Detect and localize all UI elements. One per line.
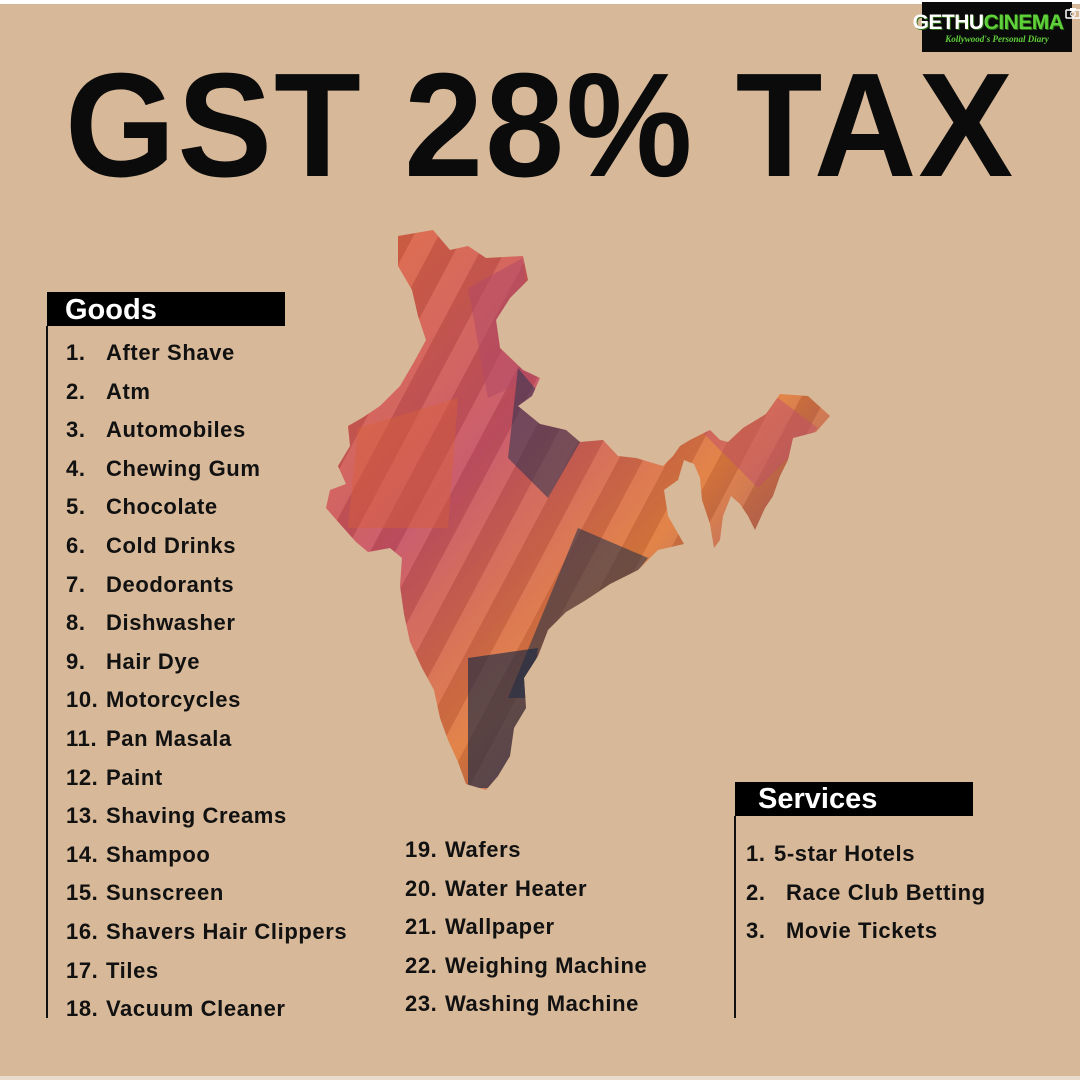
goods-list-col2: 19. Wafers 20. Water Heater 21. Wallpaper 2… [405, 831, 647, 1024]
list-item: 19. Wafers [405, 837, 522, 862]
page-title: GST 28% TAX [64, 43, 1016, 208]
gethucinema-logo: GETHUCINEMA Kollywood's Personal Diary [913, 2, 1080, 52]
list-item: 21. Wallpaper [405, 914, 555, 940]
services-divider [734, 816, 736, 1018]
list-item: 15. Sunscreen [66, 880, 224, 906]
list-item: 20. Water Heater [405, 875, 588, 901]
goods-heading: Goods [47, 292, 285, 326]
list-item: 4. Chewing Gum [66, 455, 261, 481]
list-item: 1. After Shave [66, 340, 235, 365]
list-item: 3. Automobiles [66, 417, 246, 443]
list-item: 2. Race Club Betting [746, 879, 986, 905]
camera-icon [1065, 7, 1080, 19]
list-item: 11. Pan Masala [66, 725, 232, 751]
list-item: 18. Vacuum Cleaner [66, 996, 286, 1022]
list-item: 12. Paint [66, 764, 163, 790]
list-item: 23. Washing Machine [405, 991, 639, 1017]
list-item: 3. Movie Tickets [746, 918, 938, 944]
list-item: 14. Shampoo [66, 841, 211, 867]
list-item: 9. Hair Dye [66, 648, 201, 674]
logo-wordmark: GETHUCINEMA [912, 10, 1064, 34]
list-item: 17. Tiles [66, 957, 159, 983]
list-item: 6. Cold Drinks [66, 532, 237, 558]
list-item: 10. Motorcycles [66, 687, 241, 713]
list-item: 16. Shavers Hair Clippers [66, 918, 348, 944]
list-item: 22. Weighing Machine [405, 952, 648, 978]
list-item: 1. 5-star Hotels [746, 841, 916, 866]
goods-divider [46, 326, 48, 1018]
goods-list-col1: 1. After Shave 2. Atm 3. Automobiles 4. Chew… [66, 334, 347, 1029]
list-item: 13. Shaving Creams [66, 803, 287, 829]
logo-tagline: Kollywood's Personal Diary [945, 33, 1049, 44]
list-item: 8. Dishwasher [66, 610, 236, 636]
list-item: 2. Atm [66, 378, 151, 404]
list-item: 5. Chocolate [66, 494, 218, 520]
list-item: 7. Deodorants [66, 571, 235, 597]
services-list: 1. 5-star Hotels 2. Race Club Betting 3. Mo… [746, 835, 986, 951]
services-heading: Services [735, 782, 973, 816]
india-map-icon [326, 230, 830, 790]
